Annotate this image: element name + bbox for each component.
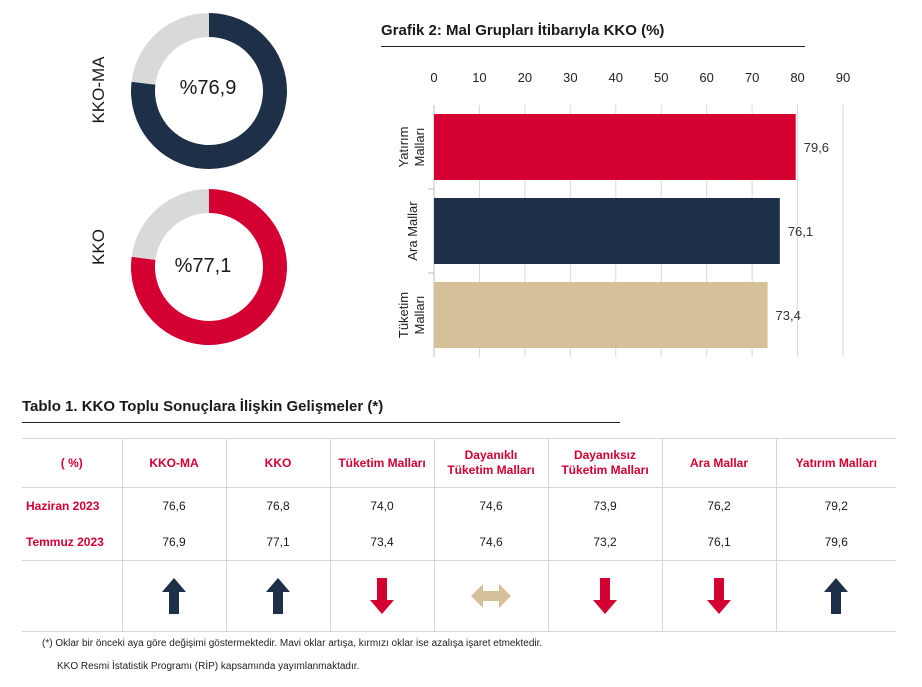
row-label: Temmuz 2023 xyxy=(22,524,122,561)
up-arrow-icon xyxy=(162,578,186,614)
x-tick-label: 10 xyxy=(472,70,486,85)
left-right-arrow-icon xyxy=(471,584,511,608)
donut-segment-rest xyxy=(131,189,209,260)
row-label: Haziran 2023 xyxy=(26,499,100,513)
donut-segment-rest xyxy=(131,13,209,85)
x-tick-label: 60 xyxy=(699,70,713,85)
donut-segment-value xyxy=(131,189,287,345)
bar xyxy=(434,114,796,180)
header-cell: KKO-MA xyxy=(121,438,226,488)
header-cell: Dayanıksız Tüketim Malları xyxy=(547,438,662,488)
arrow-cell xyxy=(121,560,226,632)
footnote-arrows: (*) Oklar bir önceki aya göre değişimi g… xyxy=(42,638,543,649)
bar xyxy=(434,198,780,264)
arrow-row xyxy=(22,560,896,632)
table-title-divider xyxy=(22,422,620,423)
header-cell: ( %) xyxy=(22,438,122,488)
x-tick-label: 30 xyxy=(563,70,577,85)
up-arrow-icon xyxy=(266,578,290,614)
table-cell: 76,2 xyxy=(661,487,776,524)
x-tick-label: 20 xyxy=(518,70,532,85)
header-cell: Tüketim Malları xyxy=(329,438,434,488)
down-arrow-icon xyxy=(370,578,394,614)
table-cell: 76,8 xyxy=(225,487,330,524)
kko-summary-table: ( %) KKO-MA KKO Tüketim Malları Dayanıkl… xyxy=(22,438,896,632)
bar-data-label: 73,4 xyxy=(776,308,801,323)
empty-cell xyxy=(22,560,122,632)
arrow-cell xyxy=(661,560,776,632)
donut-segment-value xyxy=(131,13,287,169)
x-tick-label: 90 xyxy=(836,70,850,85)
up-arrow-icon xyxy=(824,578,849,614)
bar xyxy=(434,282,768,348)
footnote-rip: KKO Resmi İstatistik Programı (RİP) kaps… xyxy=(57,661,360,672)
table-row: Haziran 2023 76,6 76,8 74,0 74,6 73,9 76… xyxy=(22,487,896,524)
table-cell: 79,6 xyxy=(775,524,896,561)
table-row: Temmuz 2023 76,9 77,1 73,4 74,6 73,2 76,… xyxy=(22,524,896,561)
category-label: Yatırım Malları xyxy=(396,127,427,168)
category-label-line1: Ara Mallar xyxy=(405,201,420,261)
category-label-line2: Malları xyxy=(412,295,427,334)
category-label-line1: Tüketim xyxy=(396,292,411,338)
table-cell: 73,2 xyxy=(547,524,662,561)
arrow-cell xyxy=(225,560,330,632)
arrow-cell xyxy=(433,560,548,632)
table-cell: 77,1 xyxy=(225,524,330,561)
title-divider xyxy=(381,46,805,47)
table-cell: 73,9 xyxy=(547,487,662,524)
chart-title: Grafik 2: Mal Grupları İtibarıyla KKO (%… xyxy=(381,22,665,39)
table-cell: 74,0 xyxy=(329,487,434,524)
header-cell: Dayanıklı Tüketim Malları xyxy=(433,438,548,488)
arrow-cell xyxy=(547,560,662,632)
category-label-line2: Malları xyxy=(412,127,427,166)
down-arrow-icon xyxy=(593,578,617,614)
arrow-cell xyxy=(329,560,434,632)
table-cell: 76,9 xyxy=(121,524,226,561)
table-title: Tablo 1. KKO Toplu Sonuçlara İlişkin Gel… xyxy=(22,398,384,415)
table-cell: 74,6 xyxy=(433,524,548,561)
category-label: Tüketim Malları xyxy=(396,292,427,338)
x-tick-label: 0 xyxy=(430,70,437,85)
bar-data-label: 76,1 xyxy=(788,224,813,239)
arrow-cell xyxy=(775,560,896,632)
donut-label-kko-ma: KKO-MA xyxy=(89,56,108,124)
donut-chart-kko-ma xyxy=(131,13,287,169)
table-cell: 73,4 xyxy=(329,524,434,561)
x-tick-label: 40 xyxy=(609,70,623,85)
bar-data-label: 79,6 xyxy=(804,140,829,155)
table-cell: 76,6 xyxy=(121,487,226,524)
header-cell: KKO xyxy=(225,438,330,488)
x-tick-label: 80 xyxy=(790,70,804,85)
x-tick-label: 50 xyxy=(654,70,668,85)
header-cell: Ara Mallar xyxy=(661,438,776,488)
table-cell: 79,2 xyxy=(775,487,896,524)
table-cell: 76,1 xyxy=(661,524,776,561)
category-label: Ara Mallar xyxy=(405,201,420,261)
donut-label-kko: KKO xyxy=(89,229,108,265)
category-label-line1: Yatırım xyxy=(396,127,411,168)
donut-value-kko-ma: %76,9 xyxy=(179,77,237,99)
table-header-row: ( %) KKO-MA KKO Tüketim Malları Dayanıkl… xyxy=(22,438,896,488)
table-cell: 74,6 xyxy=(433,487,548,524)
donut-value-kko: %77,1 xyxy=(174,255,232,277)
header-cell: Yatırım Malları xyxy=(775,438,896,488)
down-arrow-icon xyxy=(707,578,731,614)
x-tick-label: 70 xyxy=(745,70,759,85)
donut-chart-kko xyxy=(131,189,287,345)
